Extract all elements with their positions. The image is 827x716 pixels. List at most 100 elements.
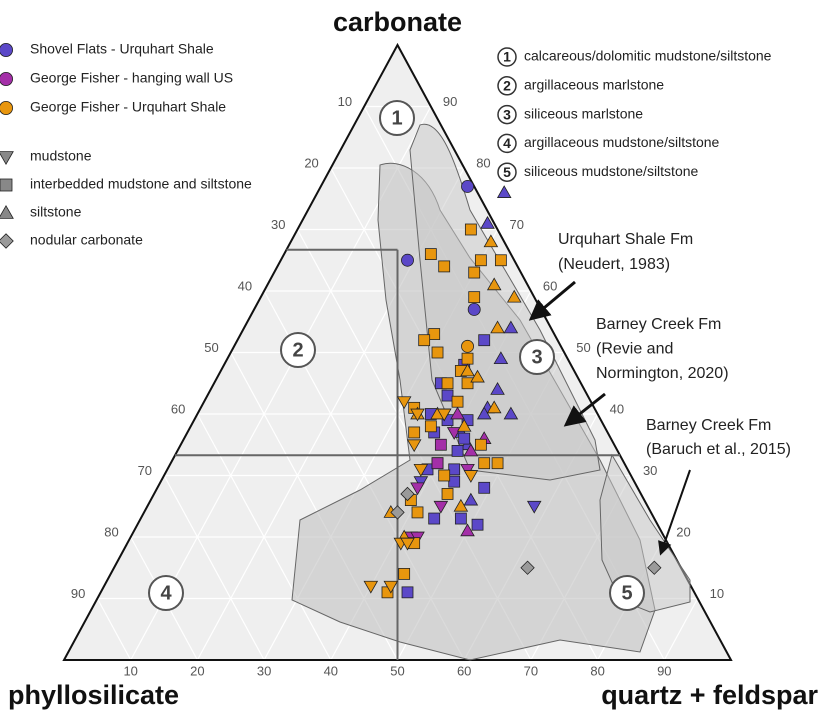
data-point bbox=[448, 463, 461, 476]
field-circle bbox=[519, 339, 555, 375]
data-point bbox=[463, 443, 479, 457]
data-point bbox=[428, 512, 441, 525]
data-point bbox=[456, 418, 472, 432]
data-point bbox=[490, 320, 505, 334]
field-legend-number: 4 bbox=[503, 135, 511, 151]
data-point bbox=[494, 254, 507, 267]
legend-marker bbox=[0, 204, 14, 219]
tick-label-carbonate: 50 bbox=[576, 340, 590, 355]
data-point bbox=[478, 334, 491, 347]
field-number: 3 bbox=[531, 346, 542, 368]
tick-label-phyllosilicate: 20 bbox=[304, 155, 318, 170]
annotation: Barney Creek Fm bbox=[646, 417, 771, 434]
data-point bbox=[441, 377, 454, 390]
tick-label-carbonate: 40 bbox=[610, 401, 624, 416]
tick-label-carbonate: 60 bbox=[543, 278, 557, 293]
tick-label-quartz: 70 bbox=[524, 663, 538, 678]
tick-label-phyllosilicate: 60 bbox=[171, 401, 185, 416]
legend-marker bbox=[0, 101, 13, 115]
tick-label-phyllosilicate: 80 bbox=[104, 524, 118, 539]
data-point bbox=[406, 439, 422, 453]
data-point bbox=[496, 185, 512, 198]
data-point bbox=[448, 475, 461, 488]
field-legend-label: siliceous marlstone bbox=[524, 105, 643, 121]
field-legend-circle bbox=[497, 76, 517, 96]
tick-label-carbonate: 80 bbox=[476, 155, 490, 170]
tick-label-phyllosilicate: 40 bbox=[238, 278, 252, 293]
data-point bbox=[363, 580, 379, 594]
field-circle bbox=[148, 575, 184, 611]
field-legend-number: 3 bbox=[503, 106, 511, 122]
field-number: 5 bbox=[621, 582, 632, 604]
data-point bbox=[434, 438, 447, 451]
annotation: Barney Creek Fm bbox=[596, 316, 721, 333]
legend-marker bbox=[0, 72, 13, 86]
legend-label: George Fisher - Urquhart Shale bbox=[30, 99, 226, 115]
data-point bbox=[410, 408, 425, 422]
arrow bbox=[528, 280, 576, 321]
annotation: Urquhart Shale Fm bbox=[558, 231, 693, 248]
field-legend-number: 5 bbox=[503, 164, 511, 180]
data-point bbox=[491, 457, 504, 470]
tick-label-phyllosilicate: 30 bbox=[271, 217, 285, 232]
field-circle bbox=[379, 100, 415, 136]
arrow bbox=[563, 392, 606, 427]
data-point bbox=[478, 481, 491, 494]
data-point bbox=[647, 560, 662, 575]
axis-title: carbonate bbox=[333, 7, 462, 37]
field-legend-label: argillaceous marlstone bbox=[524, 77, 664, 93]
data-point bbox=[433, 500, 449, 514]
field-number: 1 bbox=[391, 107, 402, 129]
data-point bbox=[464, 223, 477, 236]
annotation: (Revie and bbox=[596, 341, 673, 358]
data-point bbox=[428, 328, 441, 340]
data-point bbox=[468, 291, 481, 304]
field-number: 4 bbox=[160, 582, 172, 604]
data-point bbox=[490, 381, 505, 395]
data-point bbox=[468, 266, 481, 279]
data-point bbox=[401, 586, 414, 599]
tick-label-quartz: 20 bbox=[190, 663, 204, 678]
data-point bbox=[451, 444, 464, 457]
field-legend-label: calcareous/dolomitic mudstone/siltstone bbox=[524, 48, 772, 64]
tick-label-quartz: 90 bbox=[657, 663, 671, 678]
data-point bbox=[461, 377, 474, 390]
field-legend-number: 1 bbox=[503, 49, 511, 65]
data-point bbox=[461, 179, 474, 193]
data-point bbox=[390, 505, 405, 520]
legend-label: interbedded mudstone and siltstone bbox=[30, 176, 252, 192]
data-point bbox=[413, 463, 429, 477]
data-point bbox=[383, 580, 399, 594]
data-point bbox=[438, 260, 451, 273]
data-point bbox=[424, 420, 437, 433]
data-point bbox=[461, 339, 474, 353]
data-point bbox=[431, 457, 444, 470]
grid-line bbox=[663, 598, 699, 661]
data-point bbox=[450, 406, 465, 420]
data-point bbox=[438, 469, 451, 482]
data-point bbox=[463, 470, 479, 483]
data-point bbox=[436, 408, 452, 422]
legend-marker bbox=[0, 178, 13, 192]
data-point bbox=[478, 457, 491, 470]
data-point bbox=[396, 396, 412, 410]
tick-label-carbonate: 10 bbox=[710, 586, 724, 601]
data-point bbox=[441, 488, 454, 500]
tick-label-quartz: 60 bbox=[457, 663, 471, 678]
annotation: (Baruch et al., 2015) bbox=[646, 441, 791, 458]
data-point bbox=[431, 346, 444, 359]
annotation: (Neudert, 1983) bbox=[558, 256, 670, 273]
data-point bbox=[453, 498, 469, 512]
tick-label-phyllosilicate: 10 bbox=[338, 94, 352, 109]
data-point bbox=[474, 254, 487, 267]
data-point bbox=[486, 400, 502, 414]
data-point bbox=[460, 363, 475, 377]
field-legend-circle bbox=[497, 47, 517, 67]
data-point bbox=[506, 289, 522, 303]
tick-label-carbonate: 90 bbox=[443, 94, 457, 109]
tick-label-carbonate: 70 bbox=[510, 217, 524, 232]
data-point bbox=[461, 352, 474, 365]
data-point bbox=[493, 351, 509, 365]
arrow bbox=[658, 469, 691, 556]
